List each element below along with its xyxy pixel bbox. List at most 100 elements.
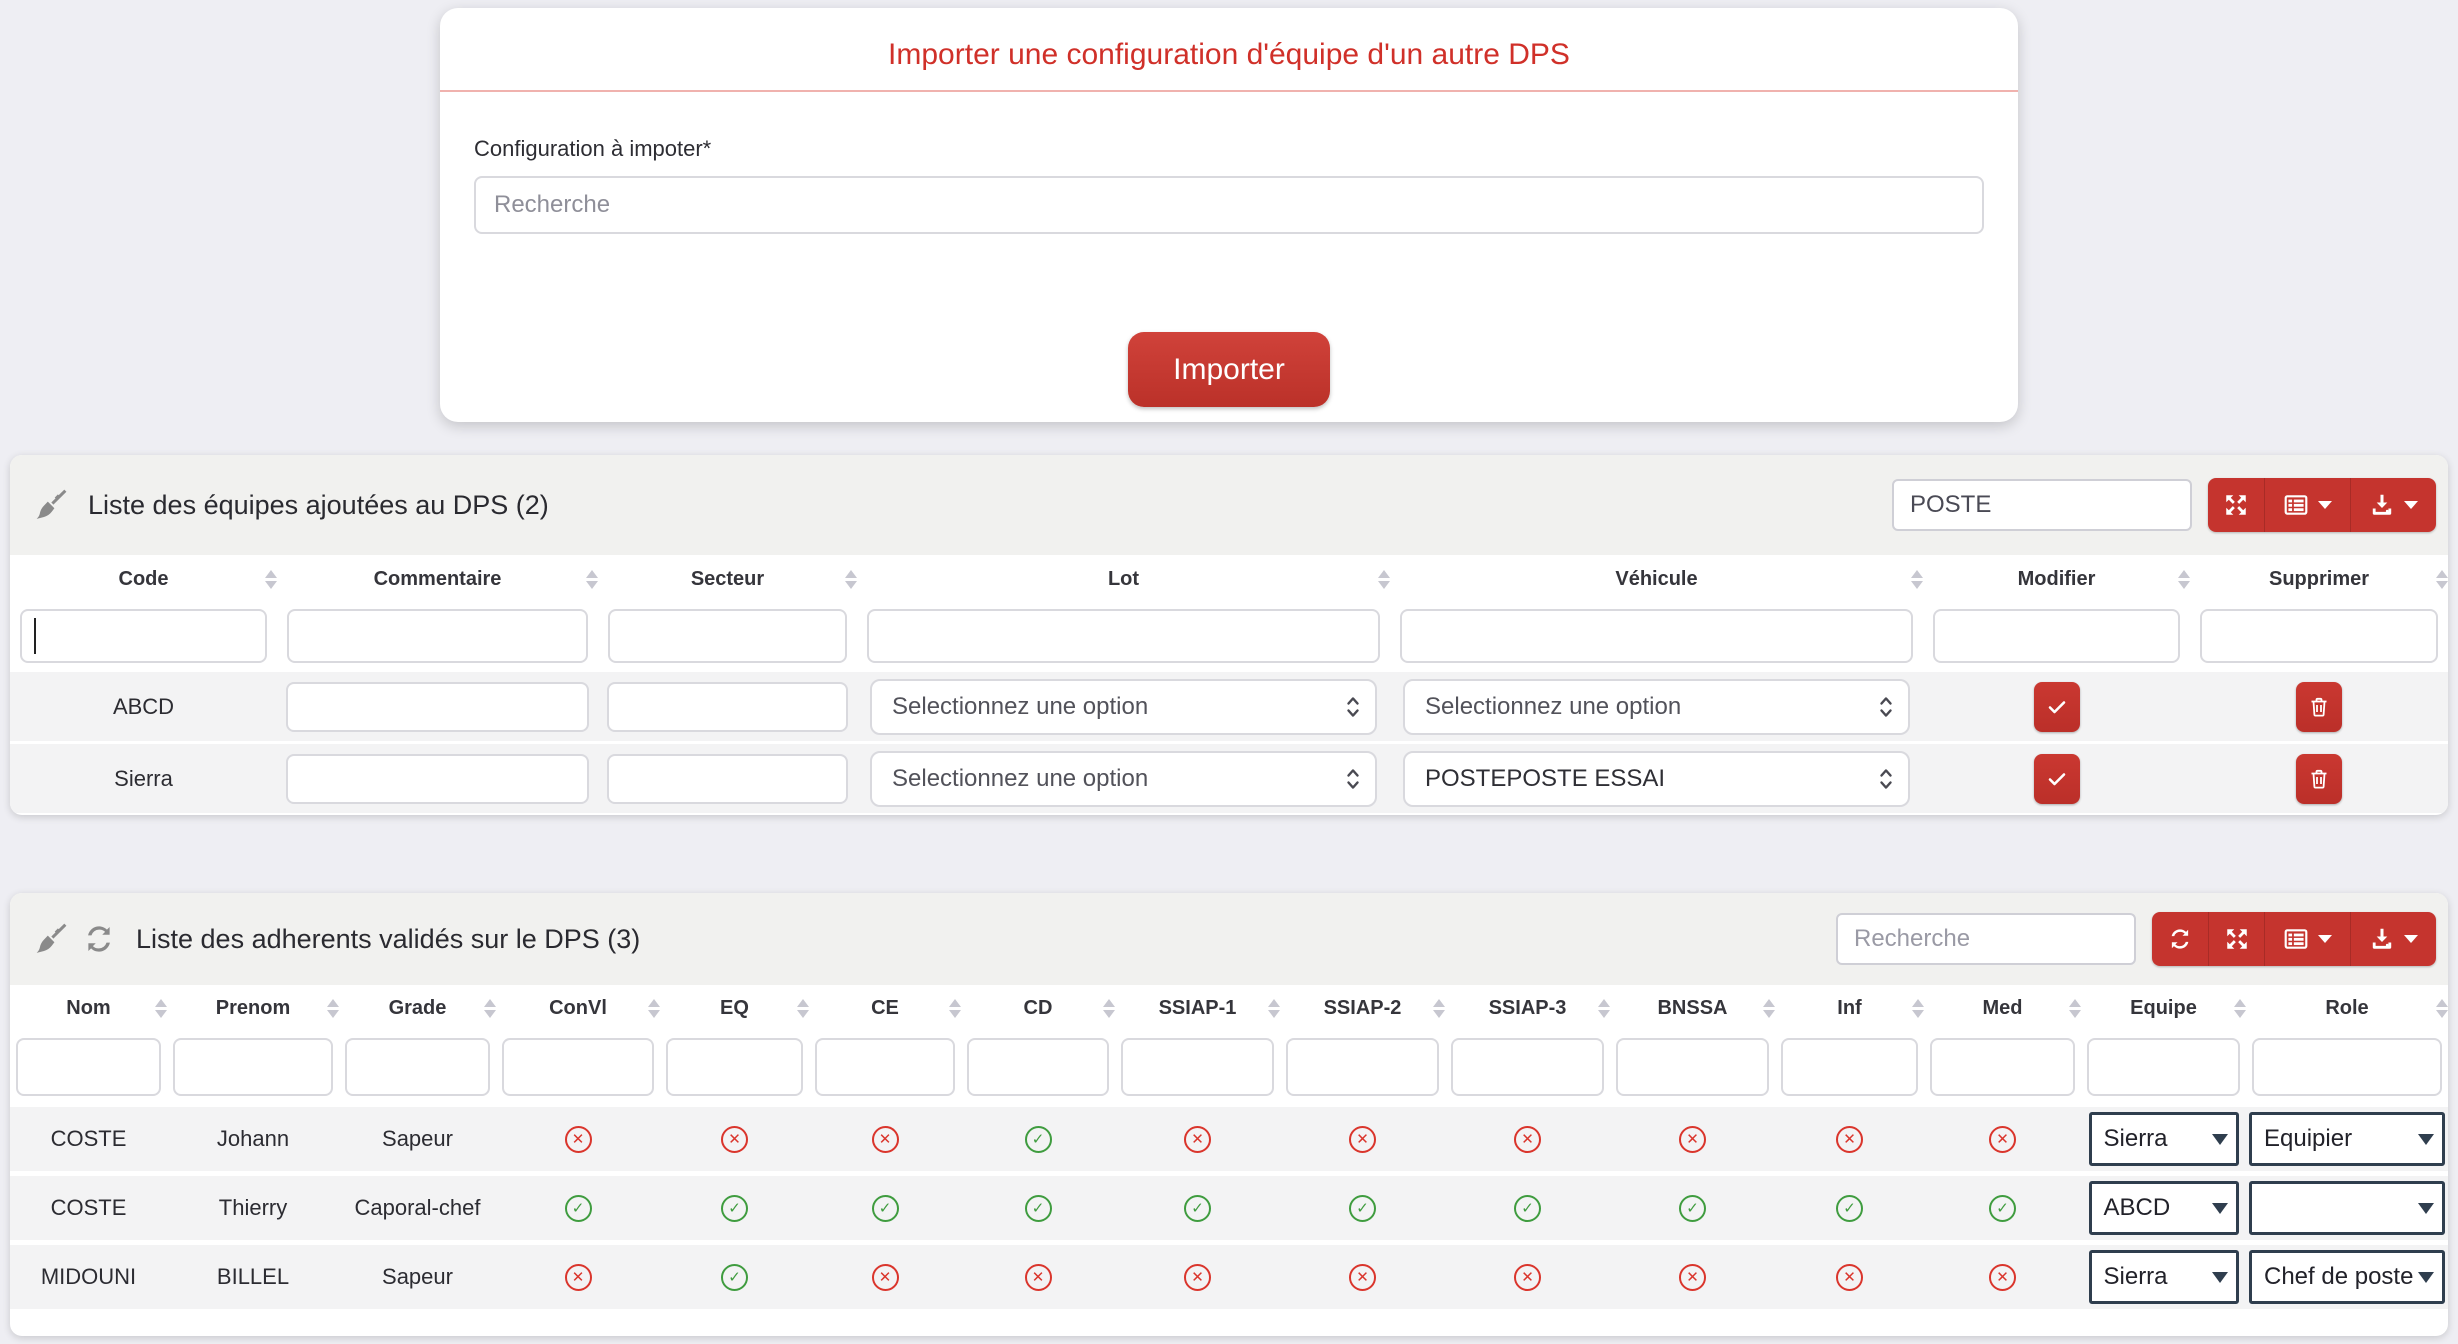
validate-team-button[interactable]	[2033, 681, 2080, 732]
import-button[interactable]: Importer	[1128, 332, 1330, 407]
filter-supprimer-input[interactable]	[2200, 609, 2438, 663]
sort-icon[interactable]	[484, 999, 496, 1018]
sort-icon[interactable]	[1598, 999, 1610, 1018]
col-eq: EQ	[720, 997, 749, 1019]
sort-icon[interactable]	[2178, 569, 2190, 589]
filter-role-input[interactable]	[2252, 1038, 2442, 1096]
sort-icon[interactable]	[327, 999, 339, 1018]
col-ssiap3: SSIAP-3	[1488, 997, 1567, 1019]
download-icon	[2372, 494, 2392, 515]
nom: MIDOUNI	[40, 1264, 137, 1289]
filter-vehicule-input[interactable]	[1400, 609, 1913, 663]
import-config-card: Importer une configuration d'équipe d'un…	[440, 8, 2018, 422]
filter-nom-input[interactable]	[16, 1038, 161, 1096]
col-prenom: Prenom	[215, 997, 291, 1019]
adherents-search-input[interactable]	[1836, 913, 2136, 965]
sort-icon[interactable]	[2436, 999, 2448, 1018]
check-icon	[2048, 772, 2065, 785]
equipe-select[interactable]: Sierra	[2088, 1112, 2239, 1166]
status-icon	[1679, 1263, 1706, 1291]
status-icon	[1836, 1194, 1863, 1222]
refresh-icon[interactable]	[82, 922, 116, 956]
commentaire-input[interactable]	[286, 753, 589, 804]
validate-team-button[interactable]	[2033, 753, 2080, 804]
sort-icon[interactable]	[1268, 999, 1280, 1018]
filter-convl-input[interactable]	[502, 1038, 654, 1096]
filter-lot-input[interactable]	[867, 609, 1380, 663]
equipe-select[interactable]: ABCD	[2088, 1181, 2239, 1235]
delete-team-button[interactable]	[2296, 681, 2342, 732]
table-row: COSTE Johann Sapeur Sierra Equipier	[10, 1107, 2448, 1171]
status-icon	[871, 1125, 899, 1153]
filter-equipe-input[interactable]	[2087, 1038, 2240, 1096]
filter-secteur-input[interactable]	[608, 609, 847, 663]
status-icon	[1024, 1125, 1052, 1153]
caret-down-icon	[2404, 501, 2418, 509]
col-ssiap2: SSIAP-2	[1323, 997, 1402, 1019]
filter-eq-input[interactable]	[666, 1038, 803, 1096]
lot-select[interactable]: Selectionnez une option	[870, 750, 1377, 807]
sort-icon[interactable]	[648, 999, 660, 1018]
adherents-filter-row	[10, 1032, 2448, 1102]
sort-icon[interactable]	[797, 999, 809, 1018]
sort-icon[interactable]	[2234, 999, 2246, 1018]
sort-icon[interactable]	[1103, 999, 1115, 1018]
status-icon	[1679, 1125, 1706, 1153]
sort-icon[interactable]	[1911, 569, 1923, 589]
sort-icon[interactable]	[1763, 999, 1775, 1018]
sort-icon[interactable]	[2069, 999, 2081, 1018]
delete-team-button[interactable]	[2296, 753, 2342, 804]
columns-button[interactable]	[2264, 478, 2350, 532]
secteur-input[interactable]	[607, 753, 848, 804]
card-divider	[440, 90, 2018, 92]
filter-inf-input[interactable]	[1781, 1038, 1918, 1096]
sort-icon[interactable]	[845, 569, 857, 589]
filter-prenom-input[interactable]	[173, 1038, 333, 1096]
teams-search-input[interactable]	[1892, 479, 2192, 531]
sort-icon[interactable]	[2436, 569, 2448, 589]
broom-icon[interactable]	[34, 488, 68, 522]
expand-button[interactable]	[2208, 478, 2264, 532]
sort-icon[interactable]	[949, 999, 961, 1018]
filter-modifier-input[interactable]	[1933, 609, 2180, 663]
status-icon	[1514, 1125, 1541, 1153]
filter-commentaire-input[interactable]	[287, 609, 588, 663]
filter-ce-input[interactable]	[815, 1038, 955, 1096]
filter-ssiap1-input[interactable]	[1121, 1038, 1274, 1096]
sort-icon[interactable]	[1912, 999, 1924, 1018]
secteur-input[interactable]	[607, 681, 848, 732]
vehicule-select[interactable]: Selectionnez une option	[1403, 678, 1910, 735]
filter-grade-input[interactable]	[345, 1038, 490, 1096]
status-icon	[871, 1194, 899, 1222]
lot-select[interactable]: Selectionnez une option	[870, 678, 1377, 735]
sort-icon[interactable]	[1378, 569, 1390, 589]
equipe-select[interactable]: Sierra	[2088, 1250, 2239, 1304]
export-button[interactable]	[2350, 478, 2436, 532]
filter-bnssa-input[interactable]	[1616, 1038, 1769, 1096]
filter-cd-input[interactable]	[967, 1038, 1109, 1096]
refresh-button[interactable]	[2152, 912, 2208, 966]
sort-icon[interactable]	[1433, 999, 1445, 1018]
col-ssiap1: SSIAP-1	[1158, 997, 1237, 1019]
filter-med-input[interactable]	[1930, 1038, 2075, 1096]
text-cursor	[34, 618, 36, 654]
expand-button[interactable]	[2208, 912, 2264, 966]
filter-ssiap3-input[interactable]	[1451, 1038, 1604, 1096]
columns-button[interactable]	[2264, 912, 2350, 966]
broom-icon[interactable]	[34, 922, 68, 956]
role-select[interactable]	[2249, 1181, 2445, 1235]
role-select[interactable]: Chef de poste	[2249, 1250, 2445, 1304]
commentaire-input[interactable]	[286, 681, 589, 732]
caret-down-icon	[2318, 501, 2332, 509]
role-select[interactable]: Equipier	[2249, 1112, 2445, 1166]
export-button[interactable]	[2350, 912, 2436, 966]
status-icon	[1989, 1263, 2016, 1291]
vehicule-select[interactable]: POSTEPOSTE ESSAI	[1403, 750, 1910, 807]
filter-ssiap2-input[interactable]	[1286, 1038, 1439, 1096]
sort-icon[interactable]	[586, 569, 598, 589]
caret-down-icon	[2211, 1271, 2228, 1283]
config-search-input[interactable]	[474, 176, 1984, 234]
filter-code-input[interactable]	[20, 609, 267, 663]
sort-icon[interactable]	[265, 569, 277, 589]
sort-icon[interactable]	[155, 999, 167, 1018]
